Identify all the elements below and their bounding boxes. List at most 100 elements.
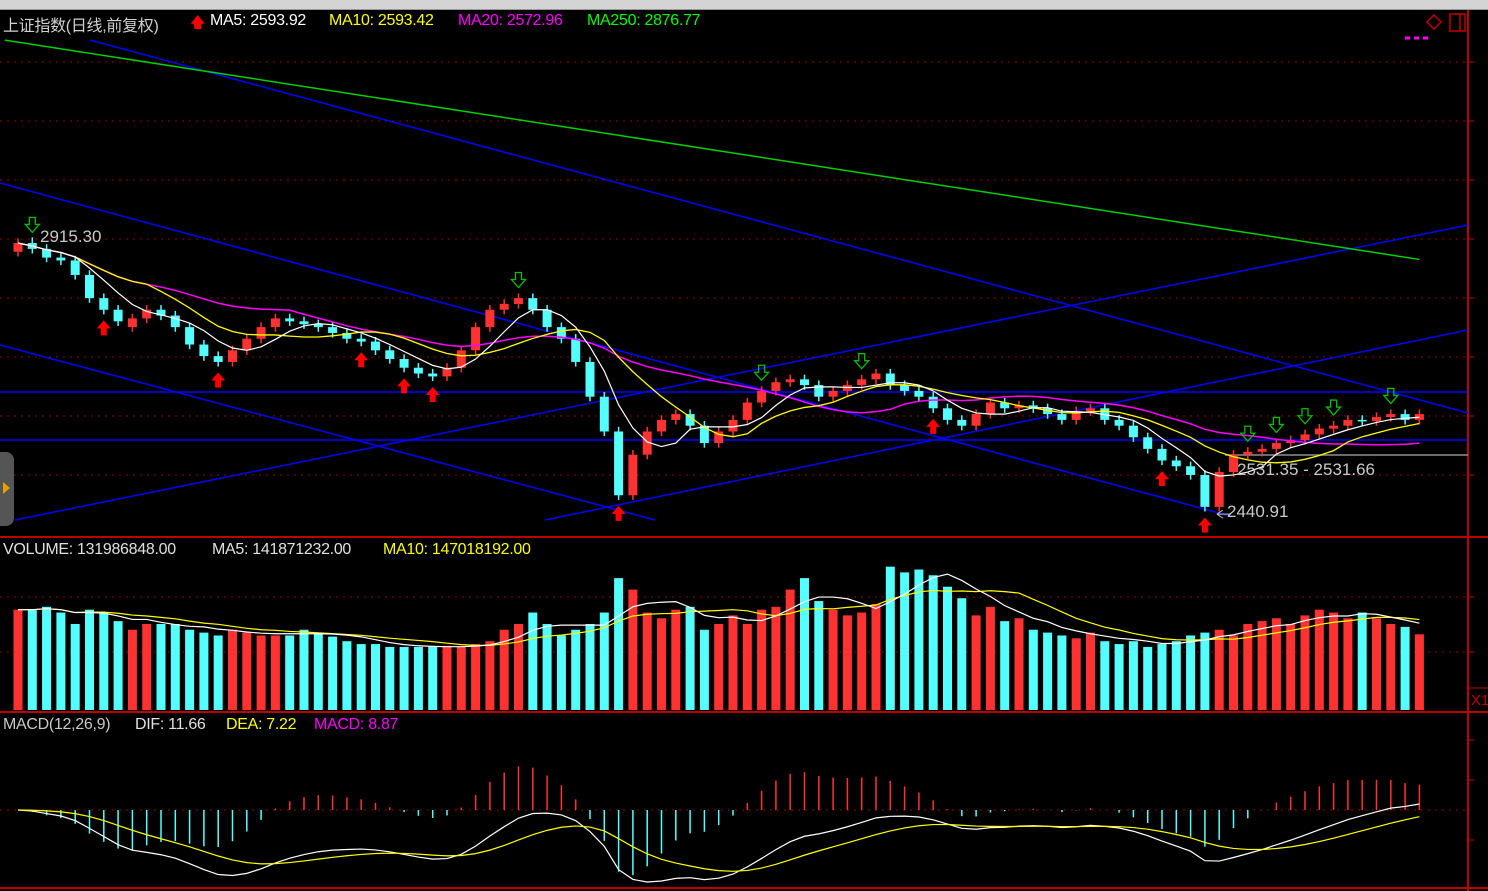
sidebar-expand-handle[interactable]: [0, 452, 14, 526]
candle-body: [1329, 425, 1339, 429]
low-price-annotation: 2440.91: [1227, 502, 1289, 521]
buy-signal-arrow-icon: [211, 372, 226, 388]
panel-tag[interactable]: X1: [1471, 692, 1488, 709]
candle-body: [471, 327, 481, 351]
candle-body: [371, 341, 380, 351]
candle-body: [685, 414, 695, 426]
volume-bar: [70, 624, 80, 710]
candle-body: [1186, 466, 1196, 475]
window-top-bar: [0, 0, 1488, 10]
volume-bar: [699, 629, 709, 710]
volume-bar: [671, 609, 681, 710]
candle-body: [1028, 405, 1038, 409]
volume-bar: [1271, 618, 1281, 710]
volume-bar: [399, 646, 409, 710]
candle-body: [800, 379, 809, 386]
buy-signal-arrow-icon: [611, 505, 626, 521]
volume-bar: [213, 635, 223, 710]
candle-body: [1400, 414, 1410, 420]
candle-body: [99, 298, 109, 310]
candle-body: [1200, 474, 1210, 507]
trend-line: [0, 182, 1231, 517]
candle-body: [1257, 448, 1267, 452]
candle-body: [56, 257, 66, 261]
volume-bar: [1100, 641, 1110, 710]
volume-ma5-label: MA5: 141871232.00: [212, 541, 352, 558]
volume-bar: [85, 609, 94, 710]
buy-signal-arrow-icon: [397, 378, 412, 394]
volume-bar: [542, 624, 552, 710]
volume-bar: [985, 606, 995, 710]
candle-body: [771, 382, 781, 391]
candle-body: [328, 327, 338, 333]
candle-body: [585, 361, 595, 397]
volume-bar: [127, 629, 137, 710]
ma10-label: MA10: 2593.42: [329, 12, 434, 29]
volume-bar: [857, 612, 867, 710]
dif-line: [17, 803, 1420, 883]
candle-body: [571, 338, 581, 362]
volume-bar: [485, 641, 495, 710]
volume-bar: [328, 636, 338, 710]
ma250-label: MA250: 2876.77: [587, 12, 701, 29]
macd-value-label: MACD: 8.87: [314, 716, 399, 733]
volume-bar: [514, 624, 523, 710]
candle-body: [127, 318, 137, 328]
candle-body: [13, 243, 23, 252]
candle-body: [728, 419, 738, 432]
volume-ma5-line: [18, 573, 1420, 648]
volume-bar: [185, 629, 195, 710]
volume-bar: [27, 609, 37, 710]
candle-body: [256, 327, 266, 339]
sell-signal-arrow-icon: [853, 353, 871, 370]
candle-body: [313, 324, 323, 328]
volume-bar: [113, 621, 123, 710]
candle-body: [985, 402, 995, 415]
sell-signal-arrow-icon: [753, 364, 771, 382]
candle-body: [1057, 414, 1067, 420]
candle-body: [871, 373, 881, 380]
candle-body: [213, 356, 223, 362]
candle-body: [1357, 419, 1367, 422]
candle-body: [456, 350, 466, 368]
volume-bar: [599, 612, 609, 710]
volume-bar: [13, 609, 23, 710]
volume-bar: [914, 569, 924, 710]
expand-arrow-icon: [3, 482, 10, 494]
security-title: 上证指数(日线,前复权): [3, 18, 159, 35]
trend-line: [0, 344, 656, 521]
candle-body: [113, 309, 123, 322]
candle-body: [499, 303, 509, 310]
volume-bar: [1000, 621, 1010, 710]
sell-signal-arrow-icon: [1382, 387, 1400, 405]
volume-bar: [585, 624, 595, 710]
volume-bar: [771, 606, 781, 710]
candle-body: [1157, 448, 1167, 461]
candle-body: [228, 350, 237, 362]
volume-bar: [285, 635, 295, 710]
sell-signal-arrow-icon: [1296, 408, 1314, 425]
candle-body: [556, 327, 566, 339]
candle-body: [885, 373, 895, 386]
volume-bar: [1400, 626, 1410, 710]
ma5-label: MA5: 2593.92: [210, 12, 307, 29]
volume-bar: [1329, 612, 1339, 710]
candle-body: [528, 298, 538, 310]
volume-bar: [757, 609, 767, 710]
sell-signal-arrow-icon: [510, 271, 527, 289]
candle-body: [900, 385, 910, 391]
candle-body: [1000, 402, 1010, 409]
volume-bar: [1171, 641, 1181, 710]
trend-line: [544, 329, 1469, 521]
volume-bar: [828, 609, 838, 710]
volume-bar: [142, 624, 152, 710]
volume-bar: [442, 645, 452, 710]
ma250-line: [4, 39, 1420, 261]
sell-signal-arrow-icon: [1267, 416, 1285, 434]
candle-body: [1143, 437, 1153, 449]
buy-signal-arrow-icon: [354, 352, 369, 368]
volume-bar: [928, 575, 938, 710]
window-icon: [1449, 13, 1466, 32]
candle-body: [599, 396, 609, 432]
